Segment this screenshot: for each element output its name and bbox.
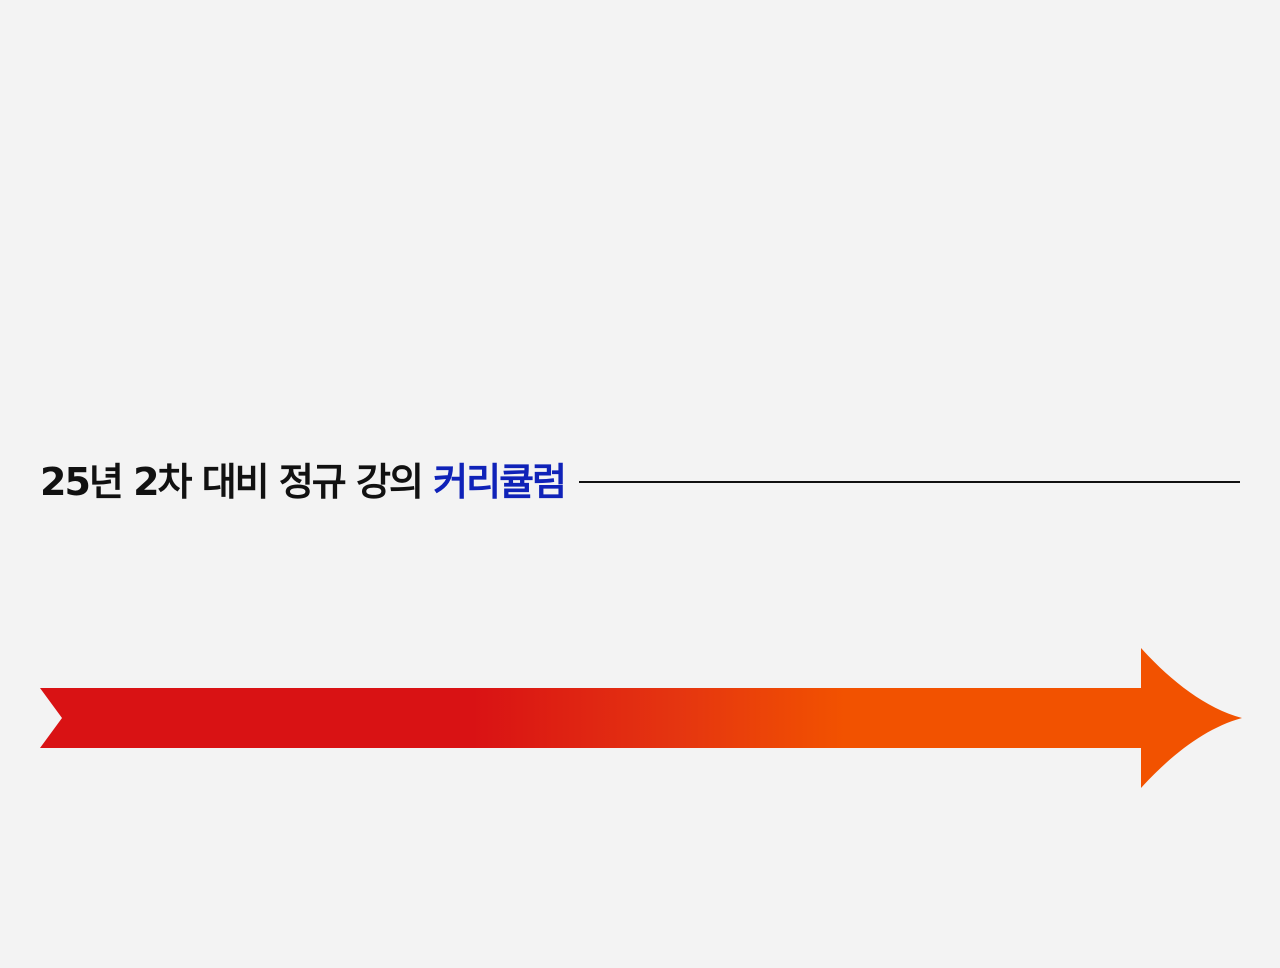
arrow-body <box>40 648 1242 788</box>
page-title: 25년 2차 대비 정규 강의 커리큘럼 <box>40 460 567 504</box>
heading-rule <box>579 481 1240 483</box>
title-main: 25년 2차 대비 정규 강의 <box>40 460 434 504</box>
title-accent: 커리큘럼 <box>433 460 567 504</box>
heading-row: 25년 2차 대비 정규 강의 커리큘럼 <box>40 456 1240 508</box>
